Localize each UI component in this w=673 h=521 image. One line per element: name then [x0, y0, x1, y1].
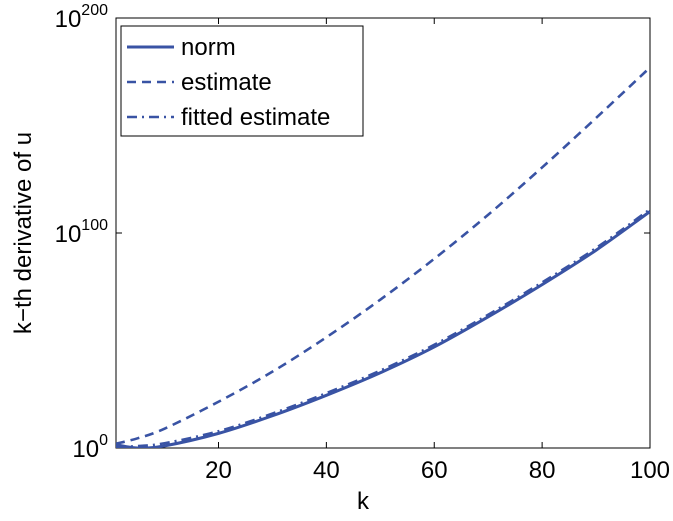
y-tick-label-exponent: 100	[81, 217, 108, 234]
y-tick-label-base: 10	[55, 221, 82, 248]
y-tick-label: 100	[72, 432, 108, 463]
legend: norm estimate fitted estimate	[121, 26, 363, 136]
y-tick-label-base: 10	[55, 6, 82, 33]
x-tick-label: 100	[630, 457, 670, 484]
legend-label: norm	[181, 34, 236, 61]
x-axis-label: k	[357, 488, 370, 515]
y-tick-label: 10100	[55, 217, 109, 248]
y-tick-label: 10200	[55, 2, 109, 33]
y-axis-label: k−th derivative of u	[10, 132, 37, 334]
x-tick-label: 20	[205, 457, 232, 484]
x-tick-label: 60	[421, 457, 448, 484]
y-tick-label-base: 10	[72, 436, 99, 463]
legend-label: fitted estimate	[181, 104, 330, 131]
series-line-norm	[116, 212, 650, 449]
x-tick-label: 80	[529, 457, 556, 484]
series-line-fitted-estimate	[116, 209, 650, 447]
legend-label: estimate	[181, 69, 272, 96]
y-tick-label-exponent: 200	[81, 2, 108, 19]
y-tick-label-exponent: 0	[99, 432, 108, 449]
x-tick-label: 40	[313, 457, 340, 484]
